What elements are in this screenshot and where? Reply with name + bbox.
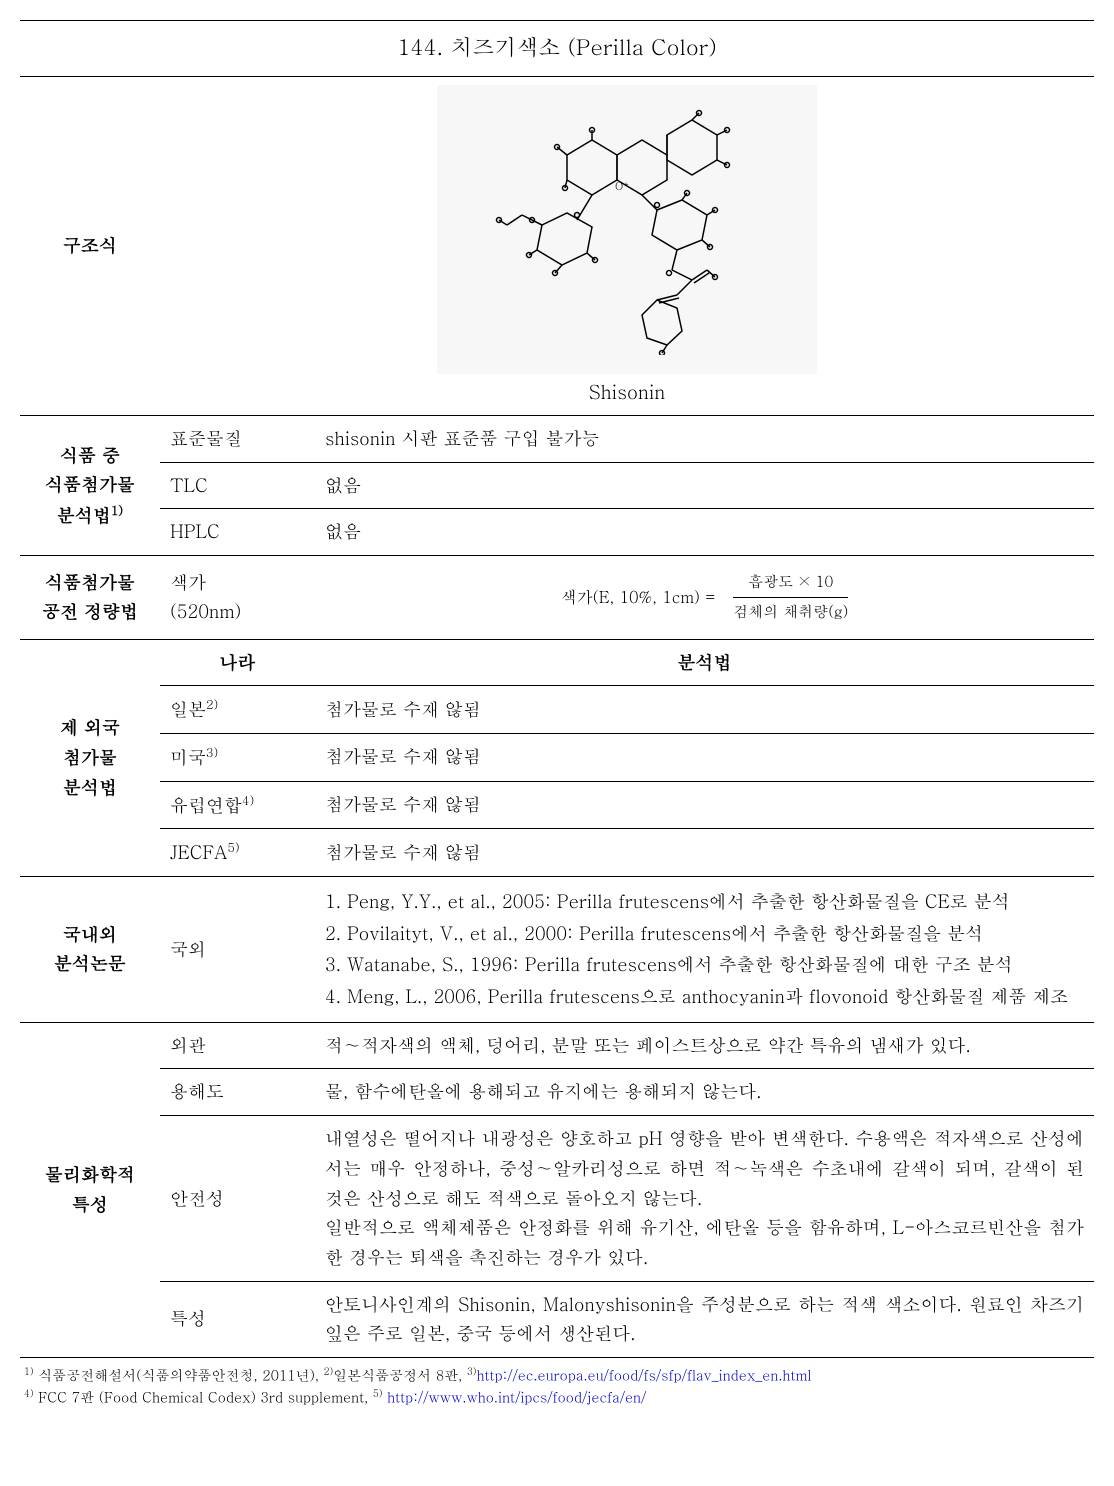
label-quant: 식품첨가물공전 정량법	[20, 556, 160, 640]
label-stdmat: 표준물질	[160, 416, 315, 463]
label-tlc: TLC	[160, 462, 315, 509]
val-tlc: 없음	[315, 462, 1094, 509]
footnote-link[interactable]: http://www.who.int/ipcs/food/jecfa/en/	[387, 1386, 646, 1406]
label-papers-sub: 국외	[160, 877, 315, 1023]
table-row: JECFA5) 첨가물로 수재 않됨	[20, 829, 1094, 877]
label-analysis: 식품 중식품첨가물분석법1)	[20, 416, 160, 556]
table-row: 유럽연합4) 첨가물로 수재 않됨	[20, 781, 1094, 829]
footnotes: 1) 식품공전해설서(식품의약품안전청, 2011년), 2)일본식품공정서 8…	[20, 1357, 1094, 1407]
label-phys: 물리화학적특성	[20, 1022, 160, 1357]
list-item: 1. Peng, Y.Y., et al., 2005: Perilla fru…	[325, 887, 1084, 917]
formula-fraction: 흡광도 × 10 검체의 채취량(g)	[733, 570, 848, 625]
hdr-country: 나라	[160, 639, 315, 686]
hdr-method: 분석법	[315, 639, 1094, 686]
chem-structure-figure: O⁺	[437, 85, 817, 374]
cell-structure: O⁺	[160, 77, 1094, 416]
list-item: 2. Povilaityt, V., et al., 2000: Perilla…	[325, 919, 1084, 949]
val-hplc: 없음	[315, 509, 1094, 556]
label-structure: 구조식	[20, 77, 160, 416]
footnote-link[interactable]: http://ec.europa.eu/food/fs/sfp/flav_ind…	[476, 1365, 811, 1385]
shisonin-structure-svg: O⁺	[447, 95, 807, 355]
table-row: 일본2) 첨가물로 수재 않됨	[20, 686, 1094, 734]
label-papers: 국내외분석논문	[20, 877, 160, 1023]
label-hplc: HPLC	[160, 509, 315, 556]
cell-formula: 색가(E, 10%, 1cm) = 흡광도 × 10 검체의 채취량(g)	[315, 556, 1094, 640]
label-stability: 안전성	[160, 1116, 315, 1281]
label-quant-sub: 색가(520nm)	[160, 556, 315, 640]
val-char: 안토니사인계의 Shisonin, Malonyshisonin을 주성분으로 …	[315, 1281, 1094, 1357]
data-table: 구조식 O⁺	[20, 77, 1094, 1358]
formula-lhs: 색가(E, 10%, 1cm) =	[561, 584, 716, 610]
label-foreign: 제 외국첨가물분석법	[20, 639, 160, 876]
list-item: 4. Meng, L., 2006, Perilla frutescens으로 …	[325, 982, 1084, 1012]
page-title: 144. 치즈기색소 (Perilla Color)	[20, 20, 1094, 77]
val-appearance: 적∼적자색의 액체, 덩어리, 분말 또는 페이스트상으로 약간 특유의 냄새가…	[315, 1022, 1094, 1069]
svg-text:O⁺: O⁺	[615, 179, 629, 194]
label-solubility: 용해도	[160, 1069, 315, 1116]
structure-caption: Shisonin	[170, 376, 1084, 407]
table-row: 미국3) 첨가물로 수재 않됨	[20, 733, 1094, 781]
list-item: 3. Watanabe, S., 1996: Perilla frutescen…	[325, 950, 1084, 980]
cell-papers: 1. Peng, Y.Y., et al., 2005: Perilla fru…	[315, 877, 1094, 1023]
label-char: 특성	[160, 1281, 315, 1357]
label-appearance: 외관	[160, 1022, 315, 1069]
val-stdmat: shisonin 시판 표준품 구입 불가능	[315, 416, 1094, 463]
val-stability: 내열성은 떨어지나 내광성은 양호하고 pH 영향을 받아 변색한다. 수용액은…	[315, 1116, 1094, 1281]
val-solubility: 물, 함수에탄올에 용해되고 유지에는 용해되지 않는다.	[315, 1069, 1094, 1116]
